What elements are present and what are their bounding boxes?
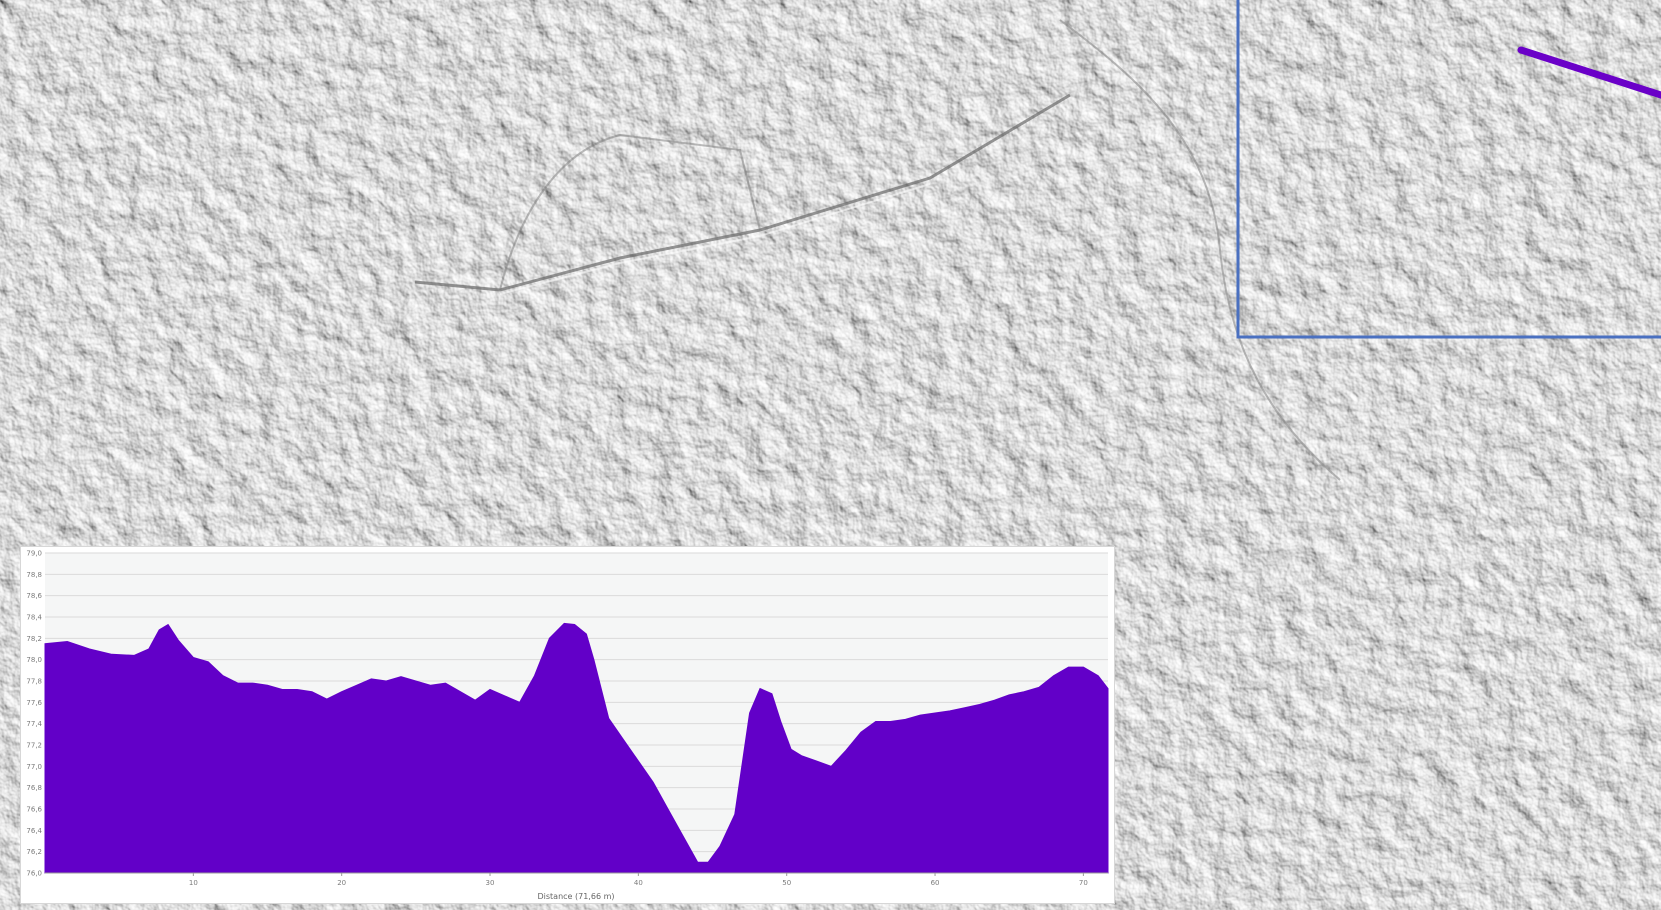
y-tick-label: 78,4 xyxy=(26,614,42,622)
elevation-profile-chart[interactable]: 76,0 76,2 76,4 76,6 76,8 77,0 77,2 77,4 77,6 77,8… xyxy=(21,547,1116,905)
series-area-layer xyxy=(44,622,1109,874)
y-tick-label: 76,6 xyxy=(26,806,42,814)
ditch-line-shadow xyxy=(499,183,931,295)
x-tick-label: 20 xyxy=(337,879,346,887)
y-tick-label: 76,8 xyxy=(26,784,42,792)
elevation-area xyxy=(44,622,1109,874)
y-tick-label: 78,0 xyxy=(26,656,42,664)
x-tick-label: 30 xyxy=(486,879,495,887)
x-axis-title: Distance (71,66 m) xyxy=(537,892,614,901)
x-tick-label: 50 xyxy=(782,879,791,887)
ditch-line xyxy=(414,93,1071,292)
y-tick-label: 77,6 xyxy=(26,699,42,707)
x-axis-ticks: 10 20 30 40 50 60 70 xyxy=(45,872,1108,887)
detail-inset-frame xyxy=(1236,0,1661,339)
y-tick-label: 78,6 xyxy=(26,592,42,600)
profile-transect-line xyxy=(1517,46,1661,99)
x-tick-label: 70 xyxy=(1079,879,1088,887)
y-tick-label: 77,0 xyxy=(26,763,42,771)
elevation-profile-panel: 76,0 76,2 76,4 76,6 76,8 77,0 77,2 77,4 77,6 77,8… xyxy=(20,546,1115,904)
y-tick-label: 76,2 xyxy=(26,848,42,856)
y-tick-label: 79,0 xyxy=(26,550,42,558)
y-axis-ticks: 76,0 76,2 76,4 76,6 76,8 77,0 77,2 77,4 77,6 77,8… xyxy=(26,550,42,878)
y-tick-label: 77,4 xyxy=(26,720,42,728)
y-tick-label: 78,8 xyxy=(26,571,42,579)
x-tick-label: 40 xyxy=(634,879,643,887)
y-tick-label: 76,0 xyxy=(26,870,42,878)
enclosure-outline xyxy=(499,133,761,291)
x-tick-label: 60 xyxy=(931,879,940,887)
track-curve xyxy=(1059,19,1341,481)
y-tick-label: 77,2 xyxy=(26,742,42,750)
x-tick-label: 10 xyxy=(189,879,198,887)
y-tick-label: 77,8 xyxy=(26,678,42,686)
y-tick-label: 78,2 xyxy=(26,635,42,643)
y-tick-label: 76,4 xyxy=(26,827,42,835)
